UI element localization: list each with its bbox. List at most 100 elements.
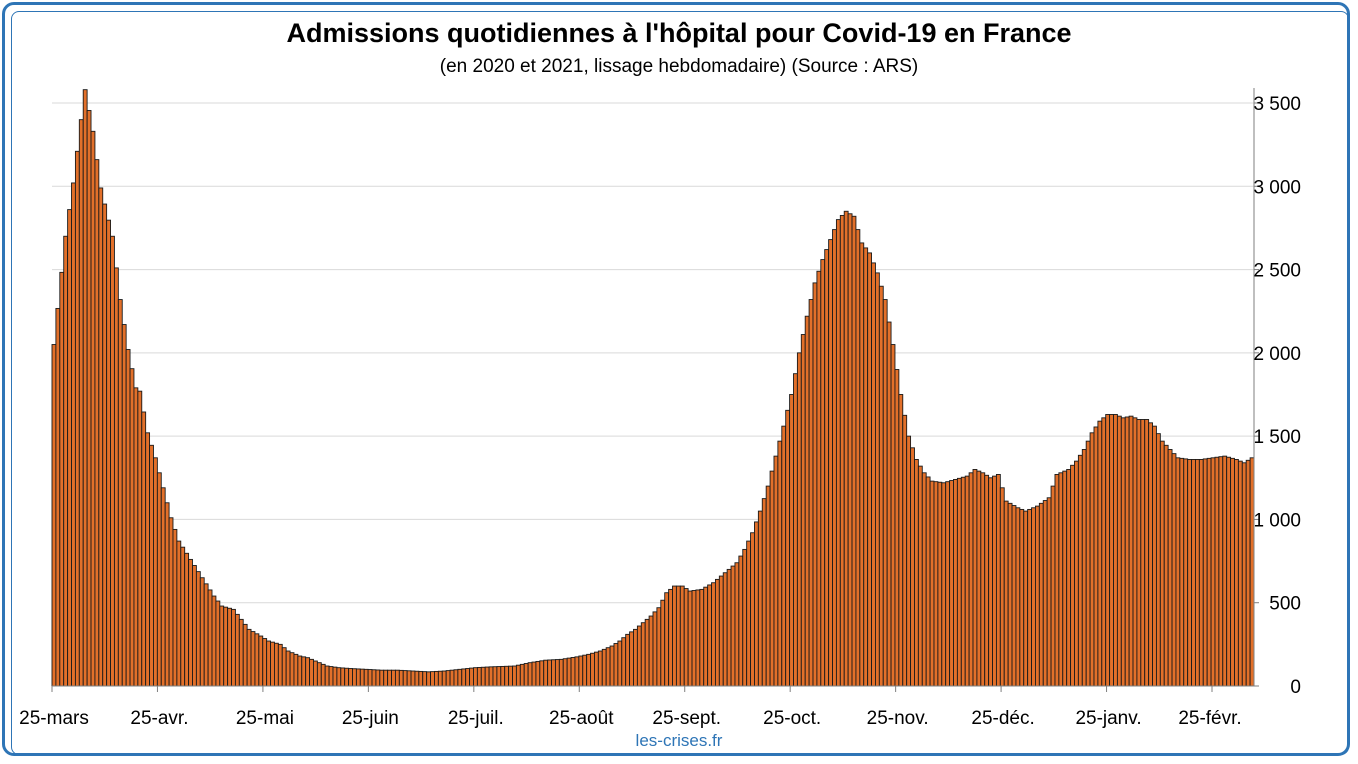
bar — [86, 110, 92, 687]
chart-frame-inner — [11, 11, 1349, 755]
y-tick-label: 1 000 — [1253, 510, 1301, 531]
bar — [675, 585, 681, 687]
y-tick-label: 3 500 — [1253, 94, 1301, 115]
bar — [113, 267, 119, 687]
bar — [277, 643, 283, 687]
bar — [387, 669, 392, 687]
bar — [106, 219, 111, 687]
bar — [863, 247, 869, 687]
bar — [1249, 457, 1255, 687]
bar — [956, 477, 962, 687]
bar — [453, 669, 459, 687]
bar — [238, 618, 244, 687]
bar — [1187, 459, 1193, 687]
bar — [1198, 459, 1204, 687]
bar — [1038, 502, 1044, 687]
bar — [254, 633, 260, 687]
y-tick-label: 0 — [1290, 677, 1301, 698]
bar — [539, 660, 545, 687]
bar — [476, 667, 482, 687]
bar — [473, 667, 478, 687]
bar — [992, 475, 997, 687]
bar — [125, 349, 131, 687]
bar — [297, 655, 303, 687]
bar — [945, 481, 951, 687]
bar — [348, 668, 353, 687]
bar — [172, 528, 178, 687]
bar — [1152, 425, 1157, 687]
bar — [976, 470, 982, 687]
bar — [242, 623, 248, 687]
bar — [129, 368, 135, 687]
bar — [51, 344, 57, 687]
bar — [785, 409, 791, 687]
bar — [1058, 472, 1064, 687]
bar — [285, 650, 291, 687]
bar — [55, 307, 61, 687]
bar — [352, 668, 357, 687]
bar — [633, 628, 638, 687]
bar — [562, 658, 568, 687]
bar — [430, 671, 435, 687]
bar — [231, 608, 236, 687]
bar — [1140, 419, 1146, 687]
bar — [449, 669, 455, 687]
bar — [500, 665, 506, 687]
bar — [434, 670, 439, 687]
x-tick-label: 25-juil. — [448, 708, 504, 729]
bar — [980, 472, 986, 687]
bar — [1113, 414, 1118, 687]
bar — [730, 565, 736, 687]
bar — [398, 669, 404, 687]
x-tick-label: 25-avr. — [130, 708, 188, 729]
bar — [586, 653, 592, 687]
x-tick-label: 25-mai — [236, 708, 294, 729]
bar — [605, 647, 611, 687]
x-tick-label: 25-mars — [19, 708, 89, 729]
bar — [496, 666, 502, 687]
bar — [796, 352, 802, 687]
bar — [601, 648, 607, 687]
bar — [227, 607, 232, 687]
bar — [855, 229, 861, 687]
bar — [324, 665, 330, 687]
x-tick-label: 25-janv. — [1075, 708, 1141, 729]
bar — [1222, 455, 1228, 687]
bar — [258, 635, 264, 687]
bar — [82, 89, 88, 687]
bar — [629, 631, 634, 687]
bar — [281, 647, 287, 687]
bar — [547, 659, 552, 687]
bar — [578, 655, 584, 687]
bar — [78, 119, 84, 687]
bar — [1027, 508, 1033, 687]
bar — [1124, 416, 1130, 687]
bar — [67, 209, 72, 687]
bar — [722, 572, 728, 687]
bar — [359, 668, 365, 687]
bar — [527, 662, 533, 687]
bar — [410, 670, 416, 687]
bar — [1210, 457, 1216, 687]
bar — [894, 369, 900, 687]
bar — [219, 605, 225, 687]
bar — [180, 546, 186, 687]
bar — [367, 669, 373, 687]
bar — [117, 299, 123, 687]
bar — [1144, 419, 1150, 687]
bar — [800, 334, 806, 687]
bar — [355, 668, 361, 687]
bar — [921, 472, 927, 687]
bar — [765, 485, 771, 687]
bar — [184, 552, 190, 687]
bar — [543, 659, 549, 687]
bar — [199, 577, 205, 687]
bar — [609, 645, 615, 687]
bar — [1175, 457, 1181, 687]
bar — [293, 653, 299, 687]
bar — [1148, 422, 1153, 687]
bar — [882, 299, 888, 687]
bar — [145, 432, 151, 687]
bar — [1054, 474, 1060, 687]
bar — [465, 668, 471, 687]
